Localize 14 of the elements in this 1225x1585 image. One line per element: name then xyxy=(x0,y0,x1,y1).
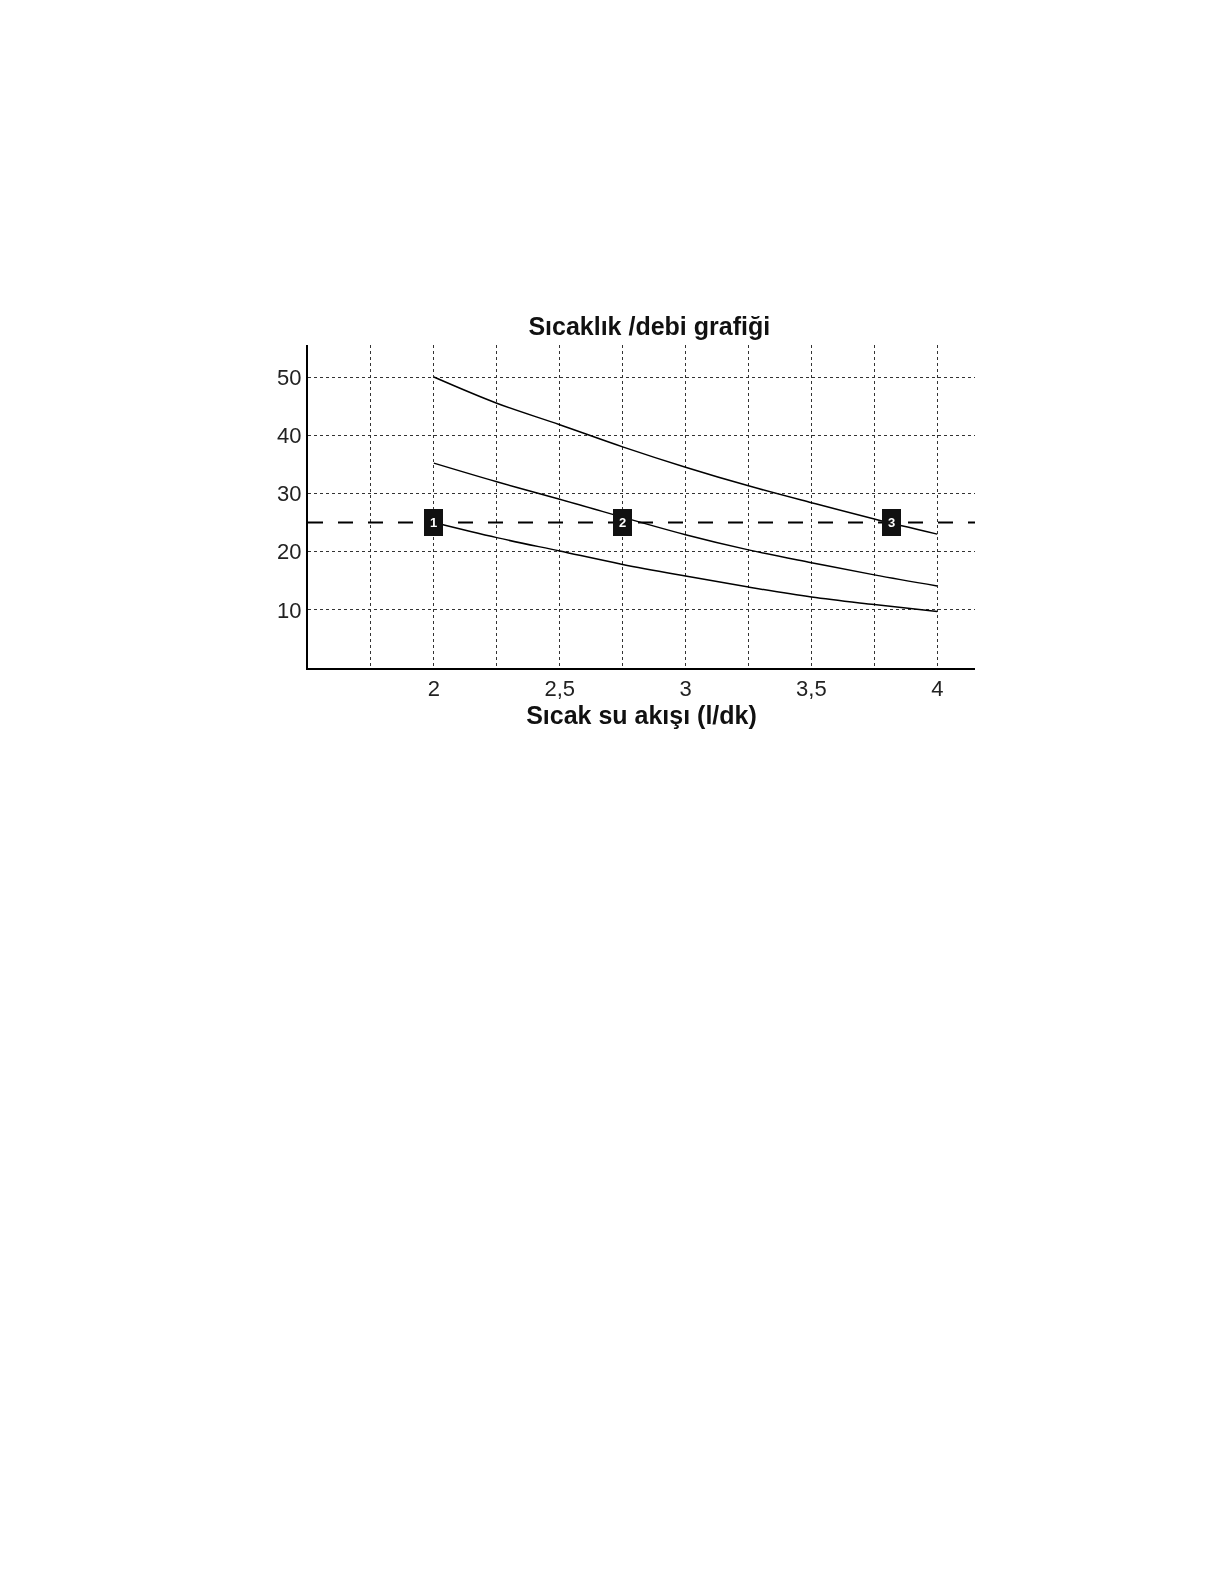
y-tick-label: 40 xyxy=(277,422,302,448)
y-tick-label: 10 xyxy=(277,597,302,623)
annotation: 3 xyxy=(888,515,896,530)
y-tick-label: 50 xyxy=(277,364,302,390)
x-tick-label: 2 xyxy=(427,676,440,702)
y-tick-label: 30 xyxy=(277,481,302,507)
x-tick-label: 4 xyxy=(931,676,944,702)
x-tick-label: 3,5 xyxy=(796,676,827,702)
x-tick-label: 3 xyxy=(679,676,692,702)
x-tick-label: 2,5 xyxy=(544,676,575,702)
annotation: 2 xyxy=(619,515,627,530)
x-axis-title: Sıcak su akışı (l/dk) xyxy=(526,701,757,730)
y-tick-label: 20 xyxy=(277,539,302,565)
chart-title: Sıcaklık /debi grafiği xyxy=(528,312,771,340)
